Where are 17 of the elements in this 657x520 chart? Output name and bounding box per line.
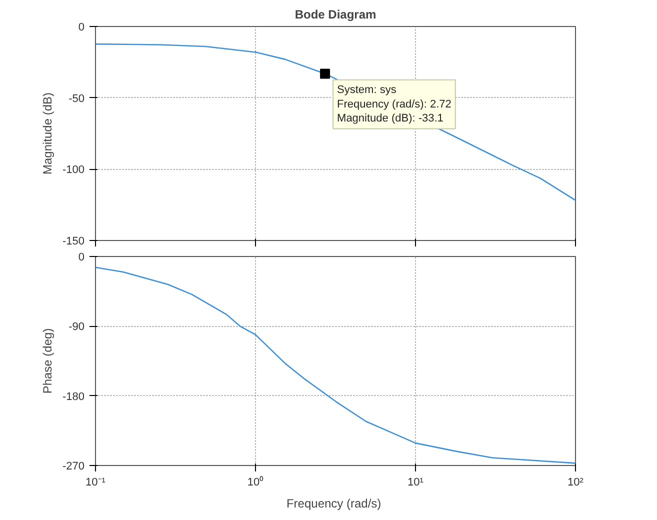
x-tick-label: 10² — [568, 476, 584, 488]
x-tick-label: 10⁻¹ — [86, 476, 106, 488]
y-axis-title: Magnitude (dB) — [40, 92, 54, 175]
y-tick-label: 0 — [78, 252, 85, 264]
y-tick-label: -270 — [62, 460, 85, 472]
y-axis-title: Phase (deg) — [40, 328, 54, 394]
x-tick-label: 10⁰ — [247, 476, 264, 488]
chart-title: Bode Diagram — [294, 8, 376, 22]
x-tick-label: 10¹ — [408, 476, 424, 488]
y-tick-label: -100 — [62, 164, 85, 176]
y-tick-label: -90 — [68, 321, 85, 334]
y-tick-label: 0 — [78, 22, 85, 34]
x-axis-title: Frequency (rad/s) — [286, 496, 382, 510]
annotation: System: sys Frequency (rad/s): 2.72 Magnitude (dB): -33.1 — [337, 84, 452, 125]
y-tick-label: -150 — [62, 236, 85, 248]
y-tick-label: -180 — [62, 390, 85, 403]
y-tick-label: -50 — [68, 92, 85, 105]
